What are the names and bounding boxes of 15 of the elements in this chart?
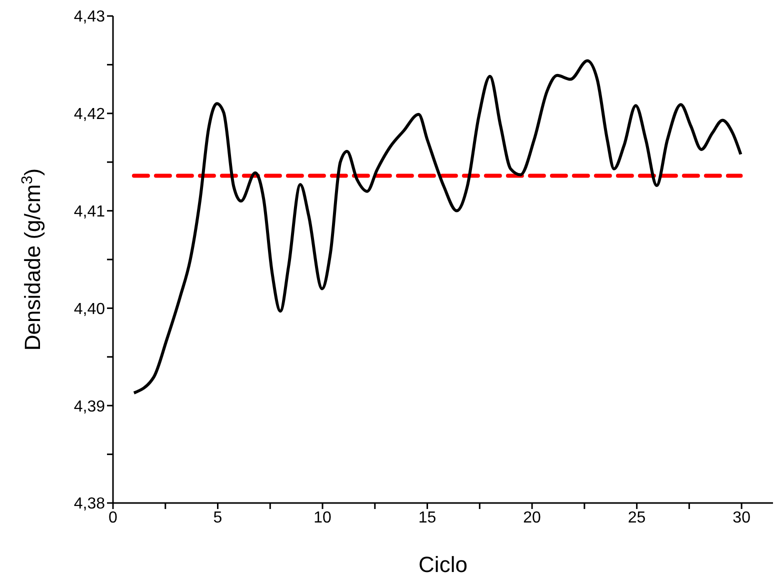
- x-tick-label: 20: [523, 509, 542, 526]
- x-tick-label: 30: [732, 509, 751, 526]
- x-tick-label: 0: [108, 509, 118, 526]
- x-tick-label: 5: [213, 509, 222, 526]
- x-tick-label: 25: [628, 509, 646, 526]
- line-series: [132, 59, 742, 394]
- y-tick-label: 4,38: [74, 496, 106, 513]
- x-tick-label: 15: [418, 509, 436, 526]
- x-axis-title: Ciclo: [418, 552, 468, 577]
- y-tick-label: 4,39: [74, 398, 106, 416]
- y-tick-label: 4,40: [74, 300, 106, 318]
- y-tick-label: 4,41: [74, 203, 106, 220]
- y-tick-label: 4,42: [74, 106, 106, 124]
- y-tick-label: 4,43: [74, 8, 106, 26]
- x-tick-label: 10: [314, 509, 332, 526]
